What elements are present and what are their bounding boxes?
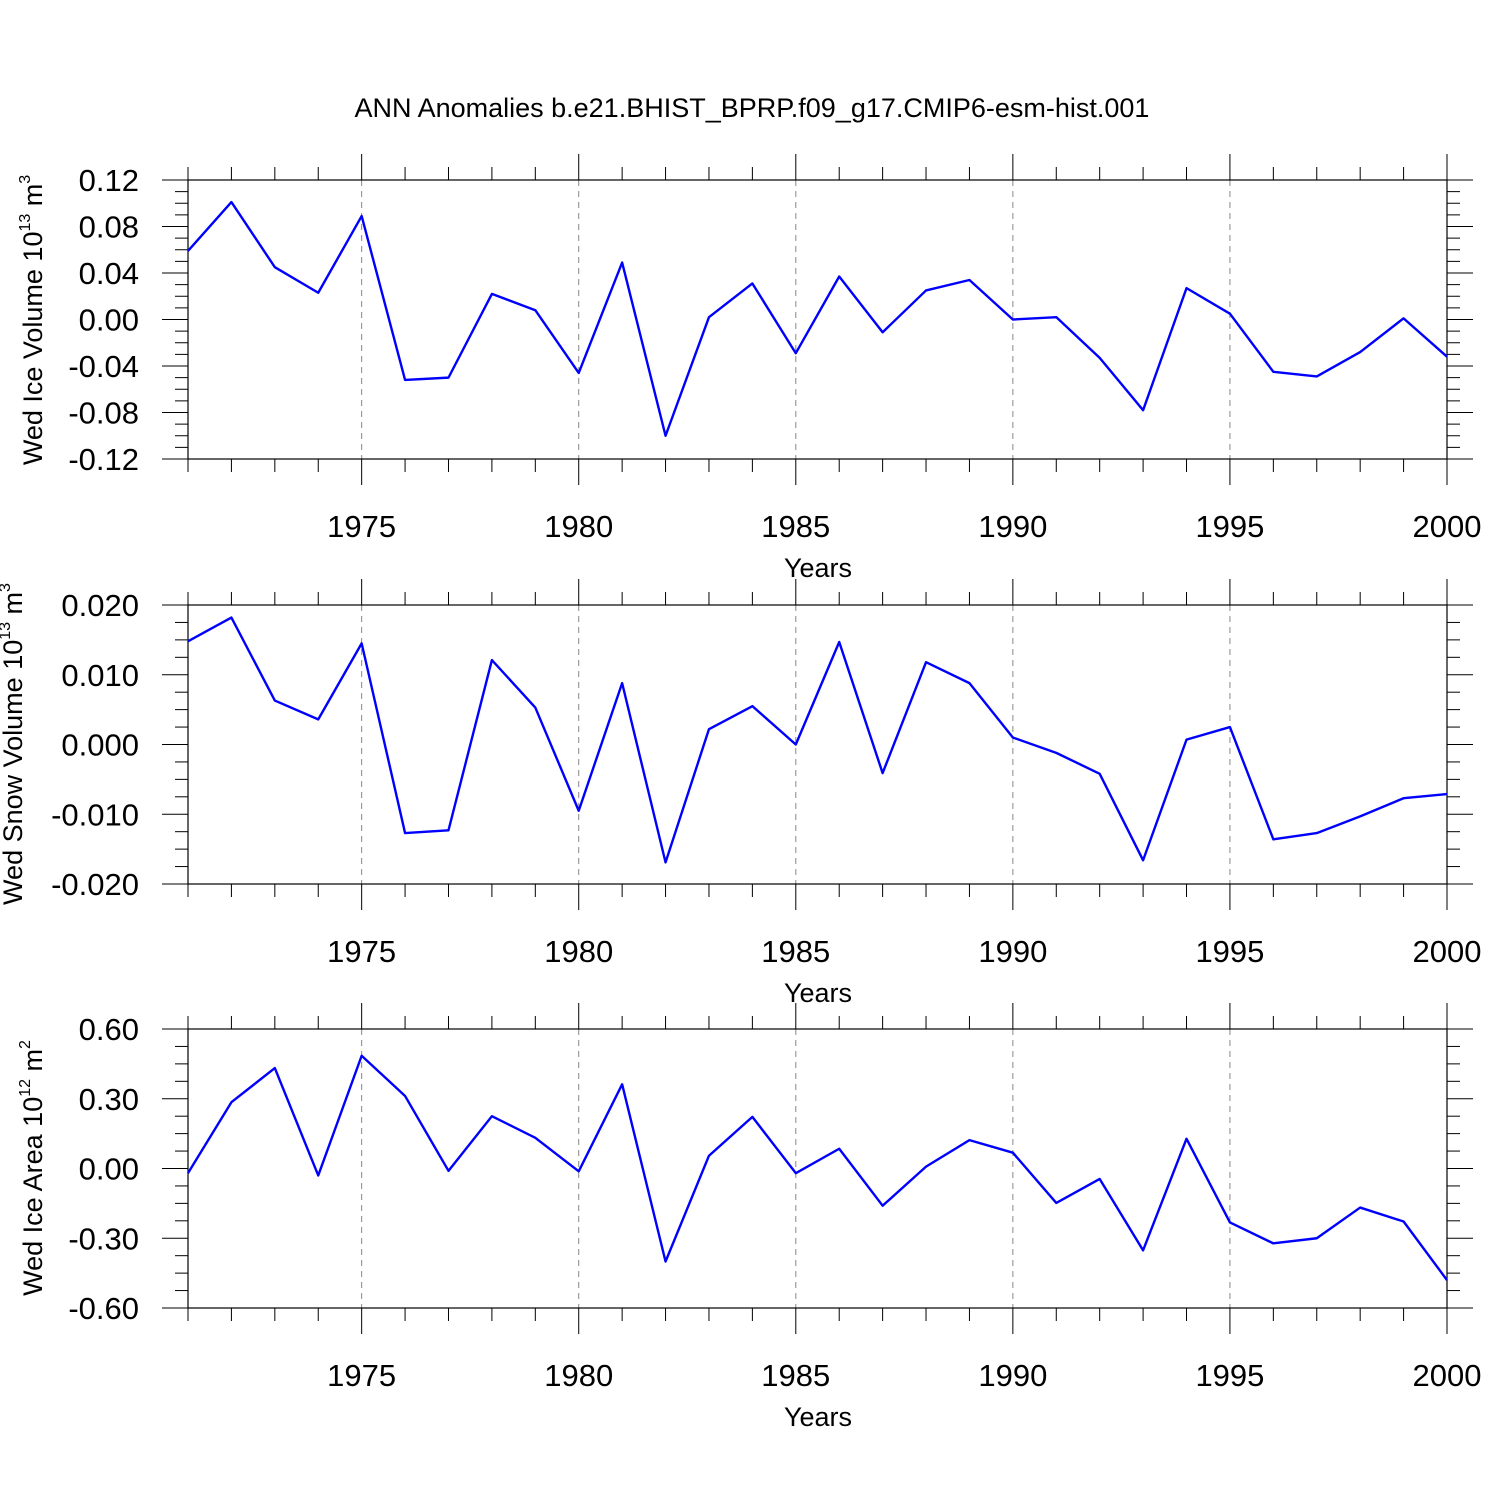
y-tick-label: 0.000	[61, 728, 139, 763]
x-tick-label: 1990	[978, 509, 1047, 544]
y-tick-label: -0.010	[51, 797, 139, 832]
y-axis-label: Wed Ice Area 1012 m2	[17, 1040, 48, 1296]
y-tick-label: -0.60	[68, 1291, 139, 1326]
series-line	[187, 200, 1448, 437]
x-tick-label: 1985	[761, 934, 830, 969]
plot-frame	[187, 604, 1448, 885]
x-tick-label: 1975	[327, 1358, 396, 1393]
y-tick-label: 0.010	[61, 658, 139, 693]
x-tick-label: 2000	[1413, 509, 1482, 544]
series-line	[186, 1054, 1448, 1281]
y-tick-label: 0.020	[61, 588, 139, 623]
y-tick-label: 0.60	[79, 1012, 139, 1047]
x-tick-label: 1980	[544, 509, 613, 544]
y-tick-label: 0.00	[79, 1152, 139, 1187]
y-axis-label: Wed Snow Volume 1013 m3	[0, 583, 28, 905]
y-tick-label: 0.00	[79, 303, 139, 338]
x-tick-label: 1995	[1195, 509, 1264, 544]
y-tick-label: 0.12	[79, 163, 139, 198]
y-tick-label: -0.12	[68, 442, 139, 477]
x-tick-label: 2000	[1413, 1358, 1482, 1393]
x-tick-label: 1990	[978, 1358, 1047, 1393]
y-tick-label: 0.30	[79, 1082, 139, 1117]
x-tick-label: 2000	[1413, 934, 1482, 969]
series-line	[187, 616, 1448, 864]
x-tick-label: 1995	[1195, 934, 1264, 969]
y-tick-label: -0.08	[68, 396, 139, 431]
panel-1: 0.12 0.08 0.04 0.00 -0.04 -0.08 -0.12 1975 1980 1…	[17, 154, 1481, 583]
y-tick-label: 0.04	[79, 256, 139, 291]
x-tick-label: 1985	[761, 509, 830, 544]
plot-frame	[187, 179, 1448, 460]
y-tick-label: 0.08	[79, 210, 139, 245]
y-axis-label: Wed Ice Volume 1013 m3	[17, 175, 48, 465]
panel-3: 0.60 0.30 0.00 -0.30 -0.60 1975 1980 1985 1990 19…	[17, 1003, 1481, 1432]
x-axis-label: Years	[784, 1402, 852, 1432]
x-axis-label: Years	[784, 978, 852, 1008]
panel-2: 0.020 0.010 0.000 -0.010 -0.020 1975 1980 1985 1…	[0, 579, 1481, 1008]
x-tick-label: 1985	[761, 1358, 830, 1393]
x-tick-label: 1995	[1195, 1358, 1264, 1393]
x-axis-label: Years	[784, 553, 852, 583]
x-tick-label: 1975	[327, 509, 396, 544]
plot-frame	[187, 1028, 1448, 1309]
x-tick-label: 1980	[544, 934, 613, 969]
chart-title: ANN Anomalies b.e21.BHIST_BPRP.f09_g17.C…	[355, 93, 1150, 123]
y-tick-label: -0.30	[68, 1221, 139, 1256]
x-tick-label: 1980	[544, 1358, 613, 1393]
x-tick-label: 1975	[327, 934, 396, 969]
y-tick-label: -0.04	[68, 349, 139, 384]
y-tick-label: -0.020	[51, 867, 139, 902]
x-tick-label: 1990	[978, 934, 1047, 969]
